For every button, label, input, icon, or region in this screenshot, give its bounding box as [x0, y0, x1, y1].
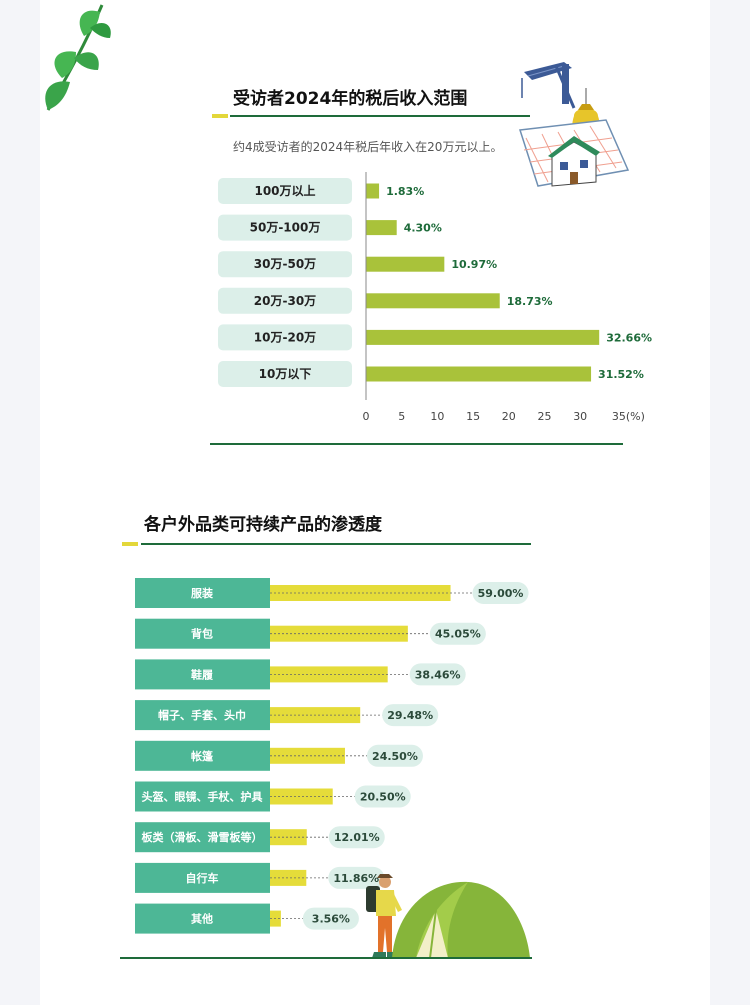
category-label-bg — [218, 287, 352, 314]
x-tick-label: 0 — [363, 410, 370, 423]
value-chip — [328, 826, 385, 849]
category-label: 头盔、眼镜、手杖、护具 — [142, 790, 263, 804]
value-label: 10.97% — [451, 258, 497, 271]
category-label-bg — [218, 251, 352, 278]
value-label: 24.50% — [372, 750, 418, 763]
value-label: 45.05% — [435, 628, 481, 641]
bar — [366, 256, 445, 272]
value-chip — [302, 907, 359, 930]
chart1-subtitle: 约4成受访者的2024年税后年收入在20万元以上。 — [233, 140, 503, 154]
category-label: 20万-30万 — [254, 294, 316, 308]
category-label-bg — [135, 822, 270, 853]
category-label-bg — [135, 781, 270, 812]
title-accent-yellow — [122, 542, 138, 546]
value-label: 31.52% — [598, 368, 644, 381]
category-label-bg — [218, 324, 352, 351]
bar — [366, 183, 380, 199]
value-label: 32.66% — [606, 331, 652, 344]
value-label: 20.50% — [360, 791, 406, 804]
leaf-icon — [45, 4, 111, 111]
title-accent-yellow — [212, 114, 228, 118]
chart1-title: 受访者2024年的税后收入范围 — [233, 89, 468, 109]
tent-icon — [392, 881, 530, 959]
value-chip — [429, 622, 486, 645]
category-label: 30万-50万 — [254, 257, 316, 271]
category-label-bg — [135, 862, 270, 893]
bar — [366, 366, 592, 382]
category-label: 10万以下 — [259, 367, 312, 381]
page: 受访者2024年的税后收入范围 约4成受访者的2024年税后年收入在20万元以上… — [40, 0, 710, 1005]
category-label-bg — [135, 700, 270, 731]
value-label: 11.86% — [333, 872, 379, 885]
category-label: 服装 — [191, 586, 213, 600]
category-label-bg — [135, 578, 270, 608]
bar — [366, 293, 500, 309]
bar — [270, 829, 307, 846]
x-tick-label: 10 — [430, 410, 444, 423]
bar — [366, 220, 397, 236]
value-chip — [366, 744, 423, 767]
category-label: 板类（滑板、滑雪板等） — [142, 830, 263, 844]
category-label-bg — [135, 659, 270, 690]
category-label: 自行车 — [186, 871, 219, 885]
value-chip — [328, 866, 385, 889]
value-label: 3.56% — [312, 913, 350, 926]
value-chip — [472, 582, 529, 604]
value-label: 4.30% — [404, 222, 442, 235]
value-chip — [382, 704, 439, 727]
category-label: 50万-100万 — [250, 221, 321, 235]
category-label: 10万-20万 — [254, 330, 316, 344]
value-label: 38.46% — [415, 668, 461, 681]
bar — [270, 585, 451, 601]
crane-house-icon: ¥ — [519, 62, 630, 187]
value-label: 59.00% — [478, 587, 524, 600]
hiker-icon — [366, 874, 402, 958]
category-label-bg — [218, 178, 352, 204]
bar — [270, 869, 307, 886]
x-tick-label: 25 — [538, 410, 552, 423]
x-tick-label: 20 — [502, 410, 516, 423]
x-tick-label: 35(%) — [612, 410, 645, 423]
value-label: 29.48% — [387, 709, 433, 722]
category-label: 帽子、手套、头巾 — [158, 708, 246, 722]
value-chip — [354, 785, 411, 808]
category-label-bg — [135, 740, 270, 771]
category-label: 其他 — [191, 912, 213, 926]
bar — [270, 666, 388, 683]
category-label: 100万以上 — [254, 183, 315, 198]
category-label-bg — [218, 361, 352, 387]
category-label: 背包 — [191, 627, 213, 641]
category-label: 帐篷 — [191, 749, 214, 763]
value-label: 12.01% — [334, 831, 380, 844]
chart2-title: 各户外品类可持续产品的渗透度 — [144, 515, 382, 535]
title-underline — [141, 543, 531, 545]
x-tick-label: 15 — [466, 410, 480, 423]
x-tick-label: 5 — [398, 410, 405, 423]
bar — [366, 329, 600, 345]
chart1: 100万以上 50万-100万 30万-50万 20万-30万 10万-20万 10万以下… — [218, 172, 652, 423]
value-label: 18.73% — [507, 295, 553, 308]
x-tick-label: 30 — [573, 410, 587, 423]
category-label-bg — [135, 903, 270, 934]
value-chip — [409, 663, 466, 686]
category-label-bg — [218, 214, 352, 241]
title-underline — [230, 115, 530, 117]
chart2-bottom-rule — [120, 957, 532, 959]
category-label-bg — [135, 618, 270, 649]
category-label: 鞋履 — [191, 667, 214, 681]
bar — [270, 788, 333, 805]
value-label: 1.83% — [386, 185, 424, 198]
chart1-bottom-rule — [210, 443, 623, 445]
